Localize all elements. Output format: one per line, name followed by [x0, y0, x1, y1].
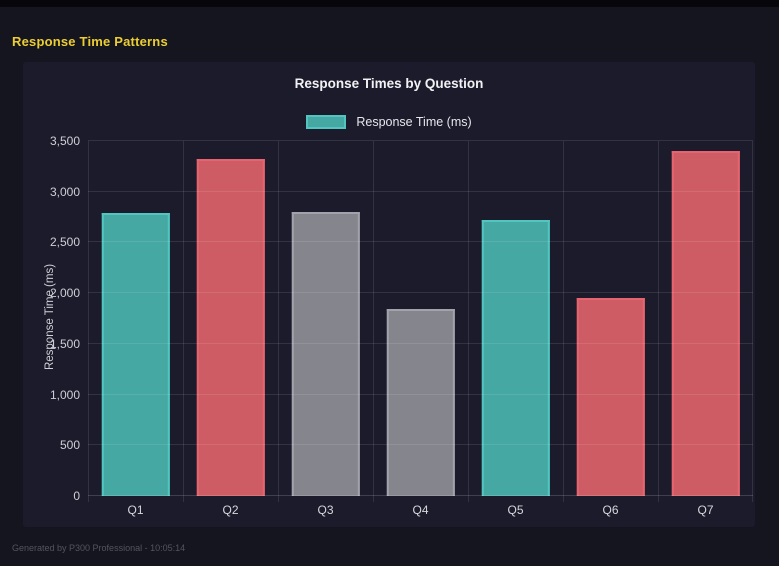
page-title: Response Time Patterns — [12, 34, 168, 49]
y-axis-ticks: 0 500 1,000 1,500 2,000 2,500 3,000 3,500 — [23, 134, 80, 503]
chart-title: Response Times by Question — [294, 76, 484, 91]
y-tick-label: 0 — [73, 489, 80, 503]
bar-q6 — [576, 298, 645, 496]
y-tick-label: 2,000 — [49, 286, 80, 301]
legend-label: Response Time (ms) — [356, 115, 472, 129]
x-tick-label: Q2 — [222, 503, 239, 517]
chart-legend: Response Time (ms) — [23, 115, 755, 129]
bar-column — [468, 141, 563, 496]
y-tick-label: 1,000 — [49, 387, 80, 402]
y-tick-label: 500 — [59, 438, 80, 453]
bar-q5 — [481, 220, 550, 496]
legend-swatch — [306, 115, 347, 129]
plot-area — [88, 140, 753, 502]
x-tick-label: Q5 — [507, 503, 524, 517]
page-footer: Generated by P300 Professional - 10:05:1… — [12, 543, 186, 553]
x-tick-label: Q7 — [697, 503, 714, 517]
y-tick-label: 3,500 — [49, 134, 80, 148]
window-top-strip — [0, 0, 779, 7]
bar-q4 — [386, 309, 455, 496]
bars-layer — [88, 141, 753, 496]
chart-panel: Response Times by Question Response Time… — [23, 62, 755, 527]
y-tick-label: 2,500 — [49, 235, 80, 250]
legend-item[interactable]: Response Time (ms) — [306, 115, 472, 129]
bar-column — [278, 141, 373, 496]
x-tick-label: Q6 — [602, 503, 619, 517]
x-axis-ticks: Q1 Q2 Q3 Q4 Q5 Q6 Q7 — [88, 503, 753, 517]
bar-q3 — [291, 212, 360, 496]
bar-column — [183, 141, 278, 496]
y-tick-label: 1,500 — [49, 336, 80, 351]
bar-column — [88, 141, 183, 496]
x-tick-label: Q3 — [317, 503, 334, 517]
bar-column — [658, 141, 753, 496]
x-tick-label: Q1 — [127, 503, 144, 517]
bar-q7 — [671, 151, 740, 496]
bar-q1 — [101, 213, 170, 496]
bar-q2 — [196, 159, 265, 496]
bar-column — [563, 141, 658, 496]
y-tick-label: 3,000 — [49, 184, 80, 199]
x-tick-label: Q4 — [412, 503, 429, 517]
bar-column — [373, 141, 468, 496]
